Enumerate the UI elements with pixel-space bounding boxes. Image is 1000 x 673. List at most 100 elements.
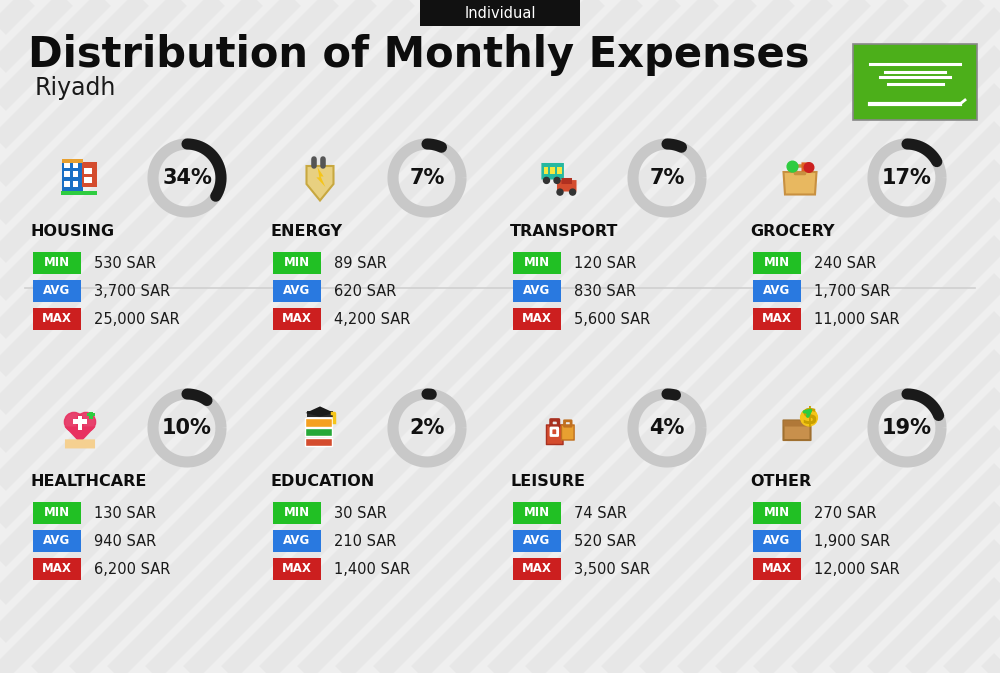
FancyBboxPatch shape — [420, 0, 580, 26]
FancyBboxPatch shape — [513, 252, 561, 274]
Text: 25,000 SAR: 25,000 SAR — [94, 312, 180, 326]
FancyBboxPatch shape — [82, 162, 96, 187]
Text: 270 SAR: 270 SAR — [814, 505, 876, 520]
Text: 3,500 SAR: 3,500 SAR — [574, 561, 650, 577]
Polygon shape — [784, 172, 816, 194]
FancyBboxPatch shape — [87, 413, 95, 416]
Circle shape — [557, 189, 563, 195]
Text: MAX: MAX — [522, 312, 552, 326]
Text: TRANSPORT: TRANSPORT — [510, 223, 618, 238]
FancyBboxPatch shape — [33, 530, 81, 552]
FancyBboxPatch shape — [89, 411, 93, 419]
Text: OTHER: OTHER — [750, 474, 811, 489]
Text: MIN: MIN — [764, 507, 790, 520]
FancyBboxPatch shape — [753, 502, 801, 524]
Text: MIN: MIN — [284, 507, 310, 520]
Text: 1,400 SAR: 1,400 SAR — [334, 561, 410, 577]
Text: Distribution of Monthly Expenses: Distribution of Monthly Expenses — [28, 34, 810, 76]
FancyBboxPatch shape — [753, 280, 801, 302]
Text: MAX: MAX — [42, 312, 72, 326]
Text: MIN: MIN — [44, 256, 70, 269]
Text: 210 SAR: 210 SAR — [334, 534, 396, 548]
FancyBboxPatch shape — [64, 181, 70, 187]
Text: 12,000 SAR: 12,000 SAR — [814, 561, 900, 577]
FancyBboxPatch shape — [557, 180, 577, 192]
Text: MIN: MIN — [524, 256, 550, 269]
FancyBboxPatch shape — [64, 162, 70, 168]
Text: EDUCATION: EDUCATION — [270, 474, 374, 489]
Text: HEALTHCARE: HEALTHCARE — [30, 474, 146, 489]
FancyBboxPatch shape — [84, 168, 92, 174]
FancyBboxPatch shape — [273, 308, 321, 330]
Circle shape — [804, 163, 814, 172]
Text: 520 SAR: 520 SAR — [574, 534, 636, 548]
FancyBboxPatch shape — [513, 558, 561, 580]
Text: 2%: 2% — [409, 418, 445, 438]
Text: MIN: MIN — [284, 256, 310, 269]
FancyBboxPatch shape — [273, 530, 321, 552]
Circle shape — [801, 409, 817, 426]
Text: 620 SAR: 620 SAR — [334, 283, 396, 299]
FancyBboxPatch shape — [541, 163, 564, 180]
FancyBboxPatch shape — [273, 252, 321, 274]
Text: LEISURE: LEISURE — [510, 474, 585, 489]
Text: 74 SAR: 74 SAR — [574, 505, 627, 520]
FancyBboxPatch shape — [546, 425, 563, 445]
Text: 940 SAR: 940 SAR — [94, 534, 156, 548]
Text: MIN: MIN — [44, 507, 70, 520]
Text: MAX: MAX — [282, 563, 312, 575]
FancyBboxPatch shape — [513, 280, 561, 302]
FancyBboxPatch shape — [273, 558, 321, 580]
FancyBboxPatch shape — [78, 416, 82, 429]
FancyBboxPatch shape — [801, 162, 809, 172]
Text: 7%: 7% — [649, 168, 685, 188]
Text: 34%: 34% — [162, 168, 212, 188]
FancyBboxPatch shape — [33, 280, 81, 302]
FancyBboxPatch shape — [72, 162, 78, 168]
Text: AVG: AVG — [523, 534, 551, 548]
Text: 240 SAR: 240 SAR — [814, 256, 876, 271]
Text: MAX: MAX — [42, 563, 72, 575]
FancyBboxPatch shape — [561, 178, 572, 184]
FancyBboxPatch shape — [783, 421, 811, 440]
FancyBboxPatch shape — [33, 558, 81, 580]
FancyBboxPatch shape — [72, 172, 78, 178]
FancyBboxPatch shape — [305, 437, 332, 446]
Text: 1,900 SAR: 1,900 SAR — [814, 534, 890, 548]
Text: 5,600 SAR: 5,600 SAR — [574, 312, 650, 326]
Text: MAX: MAX — [762, 312, 792, 326]
Circle shape — [544, 178, 550, 184]
FancyBboxPatch shape — [783, 421, 811, 427]
Circle shape — [64, 413, 84, 431]
Circle shape — [554, 178, 560, 184]
FancyBboxPatch shape — [307, 411, 333, 417]
FancyBboxPatch shape — [561, 425, 574, 440]
Polygon shape — [316, 168, 325, 187]
Text: $: $ — [801, 406, 817, 429]
Text: MIN: MIN — [764, 256, 790, 269]
FancyBboxPatch shape — [62, 160, 83, 163]
FancyBboxPatch shape — [753, 558, 801, 580]
Text: 4,200 SAR: 4,200 SAR — [334, 312, 410, 326]
Polygon shape — [306, 166, 334, 201]
FancyBboxPatch shape — [33, 308, 81, 330]
FancyBboxPatch shape — [62, 160, 83, 193]
FancyBboxPatch shape — [84, 177, 92, 182]
Text: 6,200 SAR: 6,200 SAR — [94, 561, 170, 577]
Text: Riyadh: Riyadh — [35, 76, 116, 100]
Text: 4%: 4% — [649, 418, 685, 438]
FancyBboxPatch shape — [73, 419, 87, 424]
Text: 89 SAR: 89 SAR — [334, 256, 387, 271]
Text: ENERGY: ENERGY — [270, 223, 342, 238]
Text: Individual: Individual — [464, 5, 536, 20]
FancyBboxPatch shape — [64, 172, 70, 178]
Text: 17%: 17% — [882, 168, 932, 188]
Circle shape — [570, 189, 576, 195]
FancyBboxPatch shape — [753, 308, 801, 330]
Polygon shape — [64, 427, 96, 443]
Text: AVG: AVG — [283, 534, 311, 548]
Text: 1,700 SAR: 1,700 SAR — [814, 283, 890, 299]
Text: MIN: MIN — [524, 507, 550, 520]
Text: 10%: 10% — [162, 418, 212, 438]
FancyBboxPatch shape — [513, 530, 561, 552]
